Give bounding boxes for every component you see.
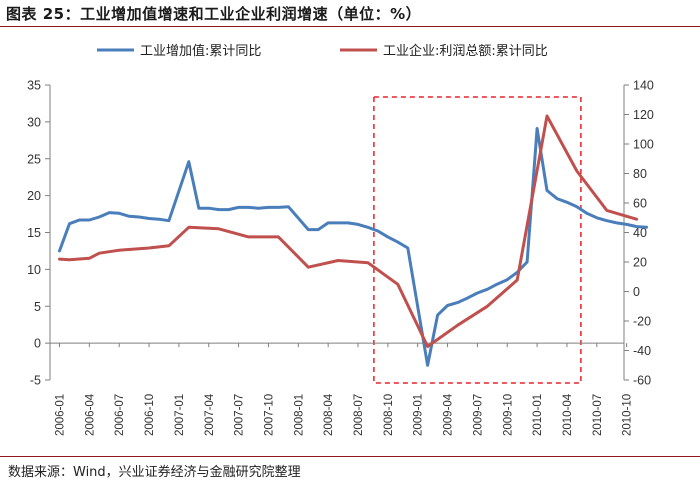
x-tick-label: 2007-01 (174, 394, 186, 436)
right-tick-label: -20 (633, 315, 651, 329)
right-tick-label: -40 (633, 344, 651, 358)
x-tick-label: 2006-07 (114, 394, 126, 436)
right-tick-label: 140 (633, 79, 654, 93)
footer-rule (0, 456, 700, 457)
x-tick-label: 2007-07 (234, 394, 246, 436)
left-tick-label: 10 (27, 263, 41, 277)
left-tick-label: 0 (34, 337, 41, 351)
chart-title: 图表 25：工业增加值增速和工业企业利润增速（单位：%） (6, 5, 422, 23)
left-tick-label: 20 (27, 189, 41, 203)
left-tick-label: 15 (27, 226, 41, 240)
x-tick-label: 2010-10 (622, 394, 634, 436)
x-tick-label: 2006-04 (84, 393, 96, 436)
x-tick-label: 2009-04 (443, 393, 455, 436)
x-tick-label: 2010-07 (592, 394, 604, 436)
left-tick-label: 35 (27, 79, 41, 93)
left-tick-label: -5 (30, 374, 41, 388)
right-tick-label: 100 (633, 138, 654, 152)
legend-label: 工业增加值:累计同比 (140, 43, 261, 59)
right-tick-label: 20 (633, 256, 647, 270)
right-tick-label: 40 (633, 226, 647, 240)
right-tick-label: 120 (633, 108, 654, 122)
x-tick-label: 2006-01 (55, 394, 67, 436)
right-tick-label: 60 (633, 197, 647, 211)
left-tick-label: 25 (27, 152, 41, 166)
data-source: 数据来源：Wind，兴业证券经济与金融研究院整理 (8, 465, 301, 480)
chart-series (58, 114, 648, 367)
x-tick-label: 2008-01 (293, 394, 305, 436)
right-tick-label: 0 (633, 285, 640, 299)
x-tick-label: 2010-01 (532, 394, 544, 436)
x-tick-label: 2007-04 (204, 393, 216, 436)
x-tick-label: 2006-10 (144, 394, 156, 436)
legend-label: 工业企业:利润总额:累计同比 (383, 43, 548, 59)
left-tick-label: 5 (34, 300, 41, 314)
highlight-region (373, 96, 582, 384)
x-tick-label: 2007-10 (263, 394, 275, 436)
series-line-industrial-value-added (58, 127, 648, 367)
x-tick-label: 2008-04 (323, 393, 335, 436)
x-tick-label: 2009-10 (502, 394, 514, 436)
x-tick-label: 2008-07 (353, 394, 365, 436)
right-tick-label: 80 (633, 167, 647, 181)
chart-axes: -5 0 5 10 15 20 25 30 35 -60 -40 -20 0 20 40 60 80 100 120… (27, 79, 654, 437)
x-tick-label: 2009-07 (472, 394, 484, 436)
x-tick-label: 2009-01 (413, 394, 425, 436)
series-line-industrial-profit (58, 114, 639, 348)
x-tick-label: 2010-04 (562, 393, 574, 436)
chart-legend: 工业增加值:累计同比 工业企业:利润总额:累计同比 (97, 43, 548, 59)
x-tick-label: 2008-10 (383, 394, 395, 436)
title-rule (0, 26, 700, 27)
right-tick-label: -60 (633, 374, 651, 388)
left-tick-label: 30 (27, 115, 41, 129)
dual-axis-line-chart: 工业增加值:累计同比 工业企业:利润总额:累计同比 -5 0 5 10 15 20 25 30 3… (27, 43, 654, 437)
